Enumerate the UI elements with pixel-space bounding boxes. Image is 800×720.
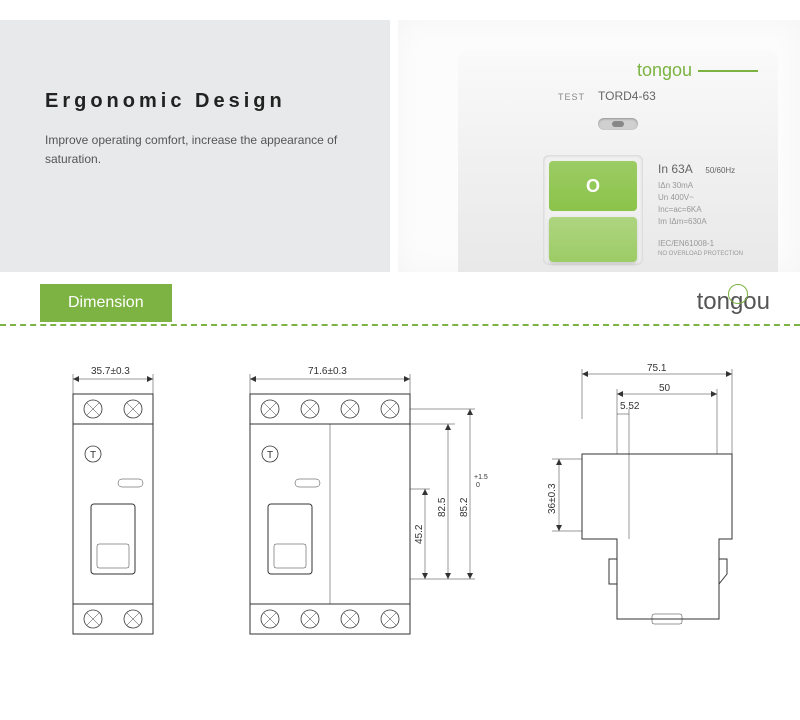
spec-line: Un 400V~ [658,192,743,204]
dim-tol: +1.5 [474,474,488,481]
section-divider: Dimension tongou [0,284,800,334]
footer-brand: tongou [697,288,770,316]
spec-line: Inc=ac=6KA [658,204,743,216]
dimension-diagrams: 35.7±0.3 T 71.6±0.3 [0,334,800,694]
diagram-front-wide: 71.6±0.3 T [230,359,490,659]
model-label: TORD4-63 [598,89,656,103]
hero-section: Ergonomic Design Improve operating comfo… [0,0,800,280]
diagram-side: 75.1 50 5.52 36±0.3 [537,359,757,659]
spec-note: NO OVERLOAD PROTECTION [658,250,743,259]
dim-label: 75.1 [647,363,667,374]
dim-label: 82.5 [437,497,448,517]
dim-label: 36±0.3 [547,483,558,514]
spec-line: Im IΔm=630A [658,216,743,228]
switch-toggle-icon [549,217,637,262]
test-label: TEST [558,92,585,102]
dim-tol: 0 [476,482,480,489]
dim-label: 50 [659,383,671,394]
text-panel: Ergonomic Design Improve operating comfo… [0,0,390,272]
device-mockup: tongou TEST TORD4-63 O In 63A 50/60Hz IΔ… [458,50,778,272]
dim-label: 45.2 [414,524,425,544]
spec-cert: IEC/EN61008-1 [658,238,743,250]
spec-block: In 63A 50/60Hz IΔn 30mA Un 400V~ Inc=ac=… [658,160,743,259]
dim-label: 5.52 [620,401,640,412]
hero-title: Ergonomic Design [45,90,360,113]
switch-assembly: O [543,155,643,265]
dim-label: 85.2 [459,497,470,517]
dashed-divider-icon [0,324,800,326]
t-marker: T [90,450,96,461]
t-marker: T [267,450,273,461]
dim-label: 71.6±0.3 [308,366,347,377]
dimension-heading: Dimension [40,284,172,322]
hero-description: Improve operating comfort, increase the … [45,131,360,169]
switch-on-marker: O [549,161,637,211]
spec-line: IΔn 30mA [658,180,743,192]
spec-current: In 63A [658,162,692,176]
product-photo-panel: tongou TEST TORD4-63 O In 63A 50/60Hz IΔ… [398,0,800,272]
diagram-front-narrow: 35.7±0.3 T [43,359,183,659]
indicator-slot-icon [598,118,638,130]
screw-row-top [261,400,399,418]
device-brand: tongou [637,60,692,81]
dim-label: 35.7±0.3 [91,366,130,377]
brand-line-icon [698,70,758,72]
screw-row-bottom [261,610,399,628]
spec-freq: 50/60Hz [705,166,735,175]
